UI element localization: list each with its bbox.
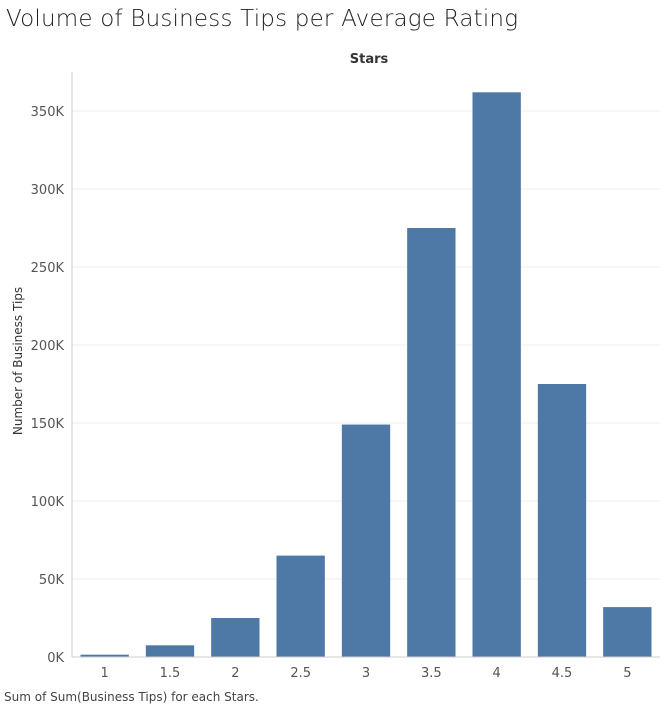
x-tick-label: 4 bbox=[493, 666, 501, 681]
bar-2 bbox=[211, 618, 260, 657]
bar-5 bbox=[603, 607, 652, 657]
bars bbox=[80, 92, 652, 657]
y-tick-label: 0K bbox=[47, 651, 64, 666]
x-tick-label: 1 bbox=[101, 666, 109, 681]
chart-caption: Sum of Sum(Business Tips) for each Stars… bbox=[4, 690, 259, 704]
x-tick-label: 4.5 bbox=[552, 666, 573, 681]
bar-4 bbox=[472, 92, 521, 657]
x-axis: 1 1.5 2 2.5 3 3.5 4 4.5 5 bbox=[72, 656, 660, 681]
y-tick-label: 50K bbox=[39, 573, 65, 588]
bar-3 bbox=[341, 424, 391, 657]
y-axis: 0K 50K 100K 150K 200K 250K 300K 350K bbox=[31, 72, 73, 666]
x-axis-title: Stars bbox=[350, 52, 389, 67]
x-tick-label: 2.5 bbox=[290, 666, 311, 681]
x-tick-label: 5 bbox=[623, 666, 631, 681]
y-tick-label: 300K bbox=[31, 183, 65, 198]
y-tick-label: 100K bbox=[31, 495, 65, 510]
y-axis-title: Number of Business Tips bbox=[11, 287, 25, 435]
x-tick-label: 2 bbox=[231, 666, 239, 681]
bar-4.5 bbox=[537, 384, 587, 657]
bar-1 bbox=[80, 654, 129, 657]
y-tick-label: 200K bbox=[31, 339, 65, 354]
bar-1.5 bbox=[145, 645, 195, 657]
x-tick-label: 3.5 bbox=[421, 666, 442, 681]
bar-3.5 bbox=[407, 228, 456, 657]
y-tick-label: 250K bbox=[31, 261, 65, 276]
x-tick-label: 3 bbox=[362, 666, 370, 681]
x-tick-label: 1.5 bbox=[160, 666, 181, 681]
y-tick-label: 350K bbox=[31, 105, 65, 120]
bar-2.5 bbox=[276, 555, 325, 657]
chart-title: Volume of Business Tips per Average Rati… bbox=[6, 6, 519, 32]
y-tick-label: 150K bbox=[31, 417, 65, 432]
